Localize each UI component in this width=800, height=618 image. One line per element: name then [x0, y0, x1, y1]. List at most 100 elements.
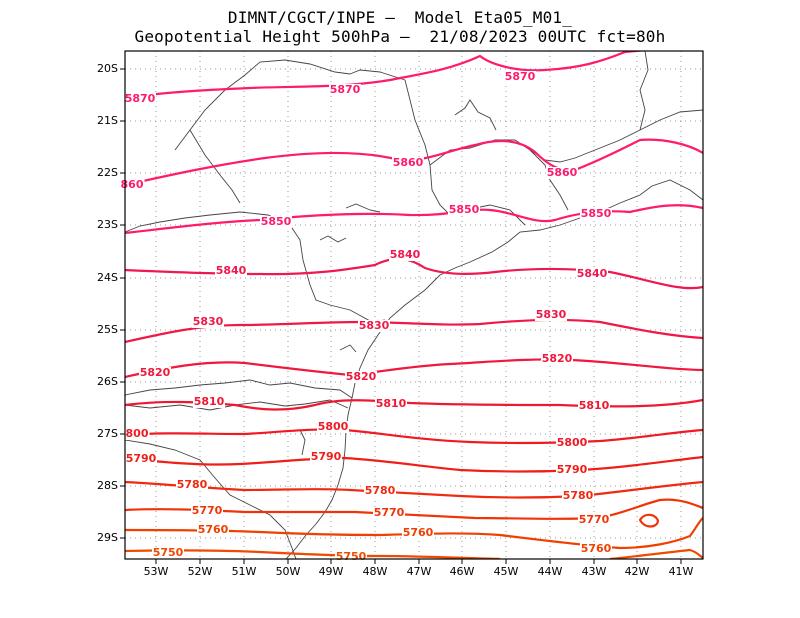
lat-label-23S: 23S: [97, 218, 118, 231]
contour-label-bg: [191, 505, 223, 517]
lon-label-44W: 44W: [538, 565, 563, 578]
contour-label-5810: 5810: [579, 399, 610, 412]
contour-label-5750: 5750: [336, 550, 367, 563]
contour-label-bg: [197, 524, 229, 536]
contour-label-5800: 5800: [318, 420, 349, 433]
contour-label-bg: [546, 167, 578, 179]
contour-label-5820: 5820: [346, 370, 377, 383]
contour-5800: [125, 428, 703, 445]
contour-label-5870: 5870: [330, 83, 361, 96]
lat-label-27S: 27S: [97, 427, 118, 440]
contour-label-5870: 5870: [125, 92, 156, 105]
contour-label-bg: [580, 208, 612, 220]
contour-label-bg: [310, 451, 342, 463]
lat-label-22S: 22S: [97, 166, 118, 179]
contour-5870: [125, 51, 648, 100]
lon-label-45W: 45W: [494, 565, 519, 578]
contour-5750-east: [609, 548, 703, 559]
contour-label-5770: 5770: [192, 504, 223, 517]
lon-label-46W: 46W: [450, 565, 475, 578]
contour-label-5840: 5840: [577, 267, 608, 280]
contour-label-5840: 5840: [390, 248, 421, 261]
contour-label-5850: 5850: [261, 215, 292, 228]
contour-label-5810: 5810: [194, 395, 225, 408]
contour-label-5760: 5760: [581, 542, 612, 555]
longitude-axis: [155, 559, 682, 564]
contour-label-bg: [535, 309, 567, 321]
lat-label-20S: 20S: [97, 62, 118, 75]
contour-label-5780: 5780: [563, 489, 594, 502]
contour-5850: [125, 204, 703, 235]
contour-label-bg: [124, 93, 156, 105]
contour-5790: [125, 455, 703, 473]
contour-label-bg: [448, 204, 480, 216]
contour-label-5870: 5870: [505, 70, 536, 83]
contour-label-5860: 5860: [547, 166, 578, 179]
lon-label-49W: 49W: [319, 565, 344, 578]
contour-label-bg: [335, 551, 367, 563]
contour-label-5770: 5770: [374, 506, 405, 519]
contour-label-bg: [578, 514, 610, 526]
lon-label-48W: 48W: [363, 565, 388, 578]
lon-label-52W: 52W: [188, 565, 213, 578]
contour-label-bg: [389, 249, 421, 261]
contour-label-bg: [192, 316, 224, 328]
contour-5770: [125, 498, 703, 520]
contour-label-5800: 800: [126, 427, 149, 440]
contour-label-5790: 5790: [557, 463, 588, 476]
contour-label-bg: [375, 398, 407, 410]
contour-label-bg: [119, 179, 145, 191]
lat-label-26S: 26S: [97, 375, 118, 388]
contour-label-5790: 5790: [311, 450, 342, 463]
lat-lon-grid: [125, 51, 703, 559]
contour-label-bg: [576, 268, 608, 280]
coastline-and-borders: [125, 51, 703, 559]
contour-label-5800: 5800: [557, 436, 588, 449]
contour-label-bg: [578, 400, 610, 412]
contour-label-5760: 5760: [403, 526, 434, 539]
lat-label-29S: 29S: [97, 531, 118, 544]
contour-label-5790: 5790: [126, 452, 157, 465]
contour-label-bg: [317, 421, 349, 433]
contour-5760: [125, 517, 703, 550]
contour-label-5820: 5820: [140, 366, 171, 379]
contour-label-5820: 5820: [542, 352, 573, 365]
contour-label-5850: 5850: [449, 203, 480, 216]
contour-label-bg: [125, 453, 157, 465]
contour-label-bg: [556, 437, 588, 449]
contour-label-5780: 5780: [365, 484, 396, 497]
contour-5770-closed: [638, 513, 660, 528]
contour-label-bg: [215, 265, 247, 277]
contour-label-5860: 860: [121, 178, 144, 191]
contour-label-bg: [541, 353, 573, 365]
contour-label-bg: [556, 464, 588, 476]
contour-label-bg: [580, 543, 612, 555]
lat-label-28S: 28S: [97, 479, 118, 492]
map-title-line-1: DIMNT/CGCT/INPE – Model Eta05_M01_: [227, 8, 573, 27]
contour-label-5850: 5850: [581, 207, 612, 220]
contour-label-bg: [329, 84, 361, 96]
contour-label-5750: 5750: [153, 546, 184, 559]
lat-label-21S: 21S: [97, 114, 118, 127]
latitude-axis: [120, 68, 125, 539]
lon-label-50W: 50W: [276, 565, 301, 578]
contour-label-bg: [392, 157, 424, 169]
contour-label-bg: [152, 547, 184, 559]
contour-5780: [125, 480, 703, 499]
contour-label-bg: [260, 216, 292, 228]
contour-5830: [125, 318, 703, 344]
contour-label-5760: 5760: [198, 523, 229, 536]
map-frame: [124, 50, 704, 560]
contour-label-5860: 5860: [393, 156, 424, 169]
contour-label-bg: [345, 371, 377, 383]
lon-label-53W: 53W: [144, 565, 169, 578]
contour-label-5830: 5830: [536, 308, 567, 321]
map-title-line-2: Geopotential Height 500hPa – 21/08/2023 …: [134, 27, 666, 46]
contour-label-bg: [562, 490, 594, 502]
contour-5860: [125, 138, 703, 187]
contour-label-5830: 5830: [193, 315, 224, 328]
contour-5840: [125, 257, 703, 290]
contour-label-bg: [139, 367, 171, 379]
contour-label-5770: 5770: [579, 513, 610, 526]
